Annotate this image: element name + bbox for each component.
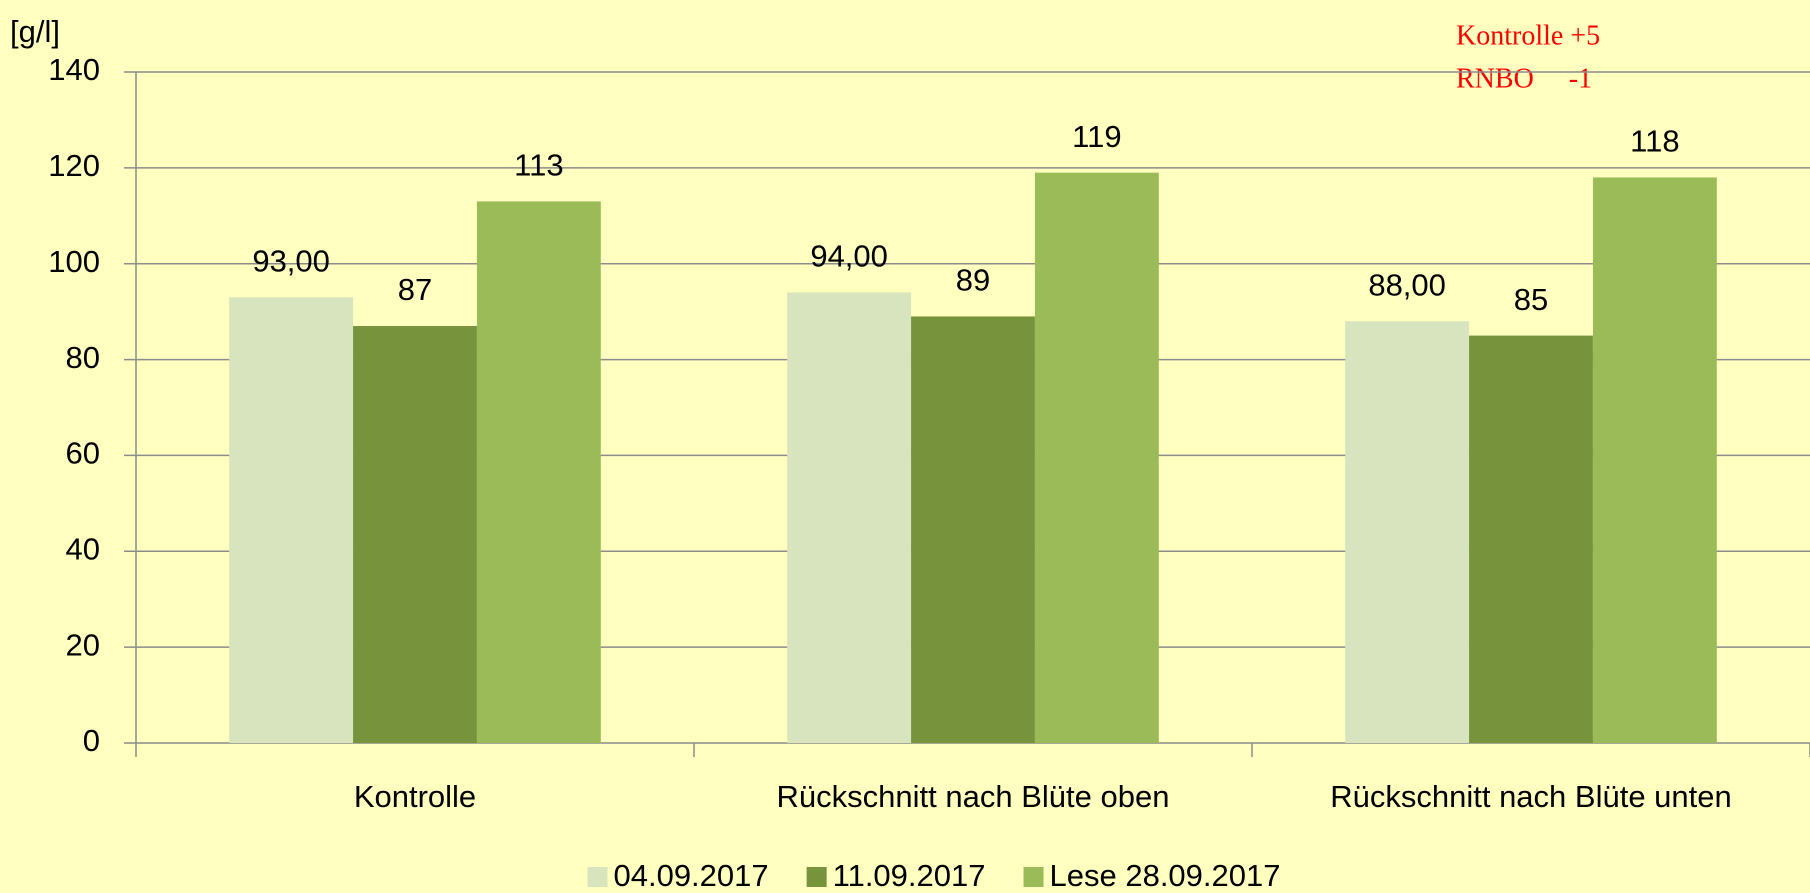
bar [353, 326, 477, 743]
y-tick-label: 20 [66, 627, 100, 662]
data-label: 85 [1514, 282, 1548, 317]
y-tick-label: 140 [48, 52, 100, 87]
annotation: Kontrolle +5 [1456, 20, 1600, 51]
bar [229, 297, 354, 743]
legend-label: Lese 28.09.2017 [1050, 858, 1281, 893]
bar [1034, 172, 1159, 743]
legend-label: 11.09.2017 [833, 858, 986, 893]
y-tick-label: 60 [66, 436, 100, 471]
x-tick-label: Rückschnitt nach Blüte oben [777, 779, 1170, 814]
data-label: 93,00 [252, 243, 330, 278]
bar [1592, 177, 1717, 743]
x-tick-label: Rückschnitt nach Blüte unten [1330, 779, 1732, 814]
bar [911, 316, 1035, 743]
bar [1345, 321, 1470, 743]
x-tick-label: Kontrolle [354, 779, 476, 814]
data-label: 88,00 [1368, 267, 1446, 302]
legend-swatch [806, 867, 827, 887]
y-tick-label: 100 [48, 244, 100, 279]
legend-label: 04.09.2017 [613, 858, 768, 893]
y-tick-label: 40 [66, 531, 100, 566]
data-label: 89 [956, 263, 990, 298]
y-axis-label: [g/l] [10, 14, 60, 49]
data-label: 119 [1072, 119, 1121, 154]
data-label: 87 [398, 272, 432, 307]
bar [1469, 335, 1593, 743]
legend-swatch [1023, 867, 1044, 887]
y-tick-label: 120 [48, 148, 100, 183]
bar [787, 292, 912, 743]
annotation: RNBO -1 [1456, 63, 1592, 94]
bar [476, 201, 601, 743]
data-label: 118 [1630, 124, 1679, 159]
legend-swatch [587, 867, 608, 887]
data-label: 113 [514, 148, 563, 183]
data-label: 94,00 [810, 239, 888, 274]
y-tick-label: 0 [83, 723, 100, 758]
y-tick-label: 80 [66, 340, 100, 375]
